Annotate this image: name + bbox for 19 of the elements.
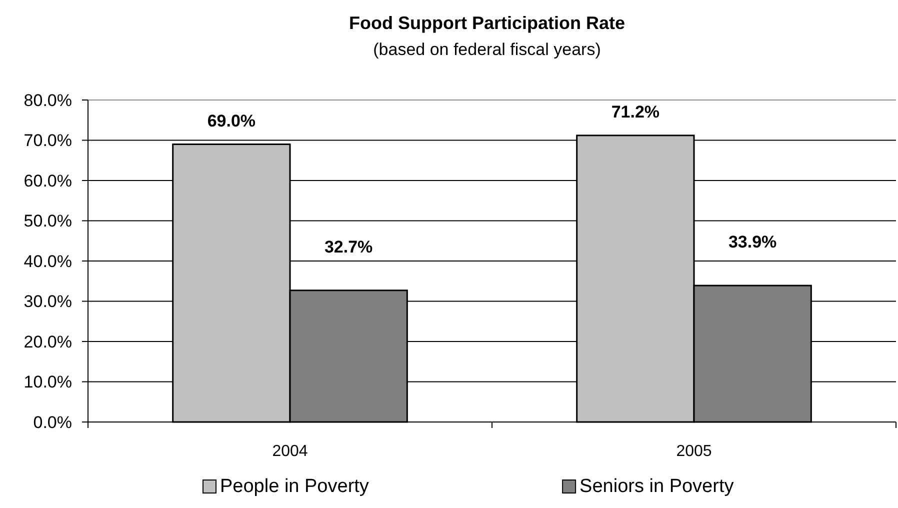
y-tick-label: 0.0%	[33, 412, 72, 432]
y-tick-label: 40.0%	[24, 252, 72, 271]
x-tick-label: 2005	[676, 443, 712, 460]
legend-label: Seniors in Poverty	[580, 476, 734, 497]
chart-subtitle: (based on federal fiscal years)	[373, 40, 601, 59]
y-tick-label: 20.0%	[24, 332, 72, 352]
data-label: 69.0%	[207, 111, 256, 130]
chart-title: Food Support Participation Rate	[348, 13, 626, 33]
y-tick-label: 80.0%	[24, 90, 72, 110]
x-tick-label: 2004	[272, 443, 308, 460]
data-label: 33.9%	[728, 232, 777, 252]
y-tick-label: 60.0%	[24, 171, 72, 190]
data-label: 71.2%	[611, 102, 660, 122]
data-label: 32.7%	[324, 237, 373, 256]
y-tick-label: 10.0%	[24, 372, 72, 392]
y-tick-label: 70.0%	[24, 131, 72, 150]
legend-label: People in Poverty	[220, 476, 370, 497]
y-tick-label: 50.0%	[24, 212, 72, 231]
y-tick-label: 30.0%	[24, 292, 72, 312]
